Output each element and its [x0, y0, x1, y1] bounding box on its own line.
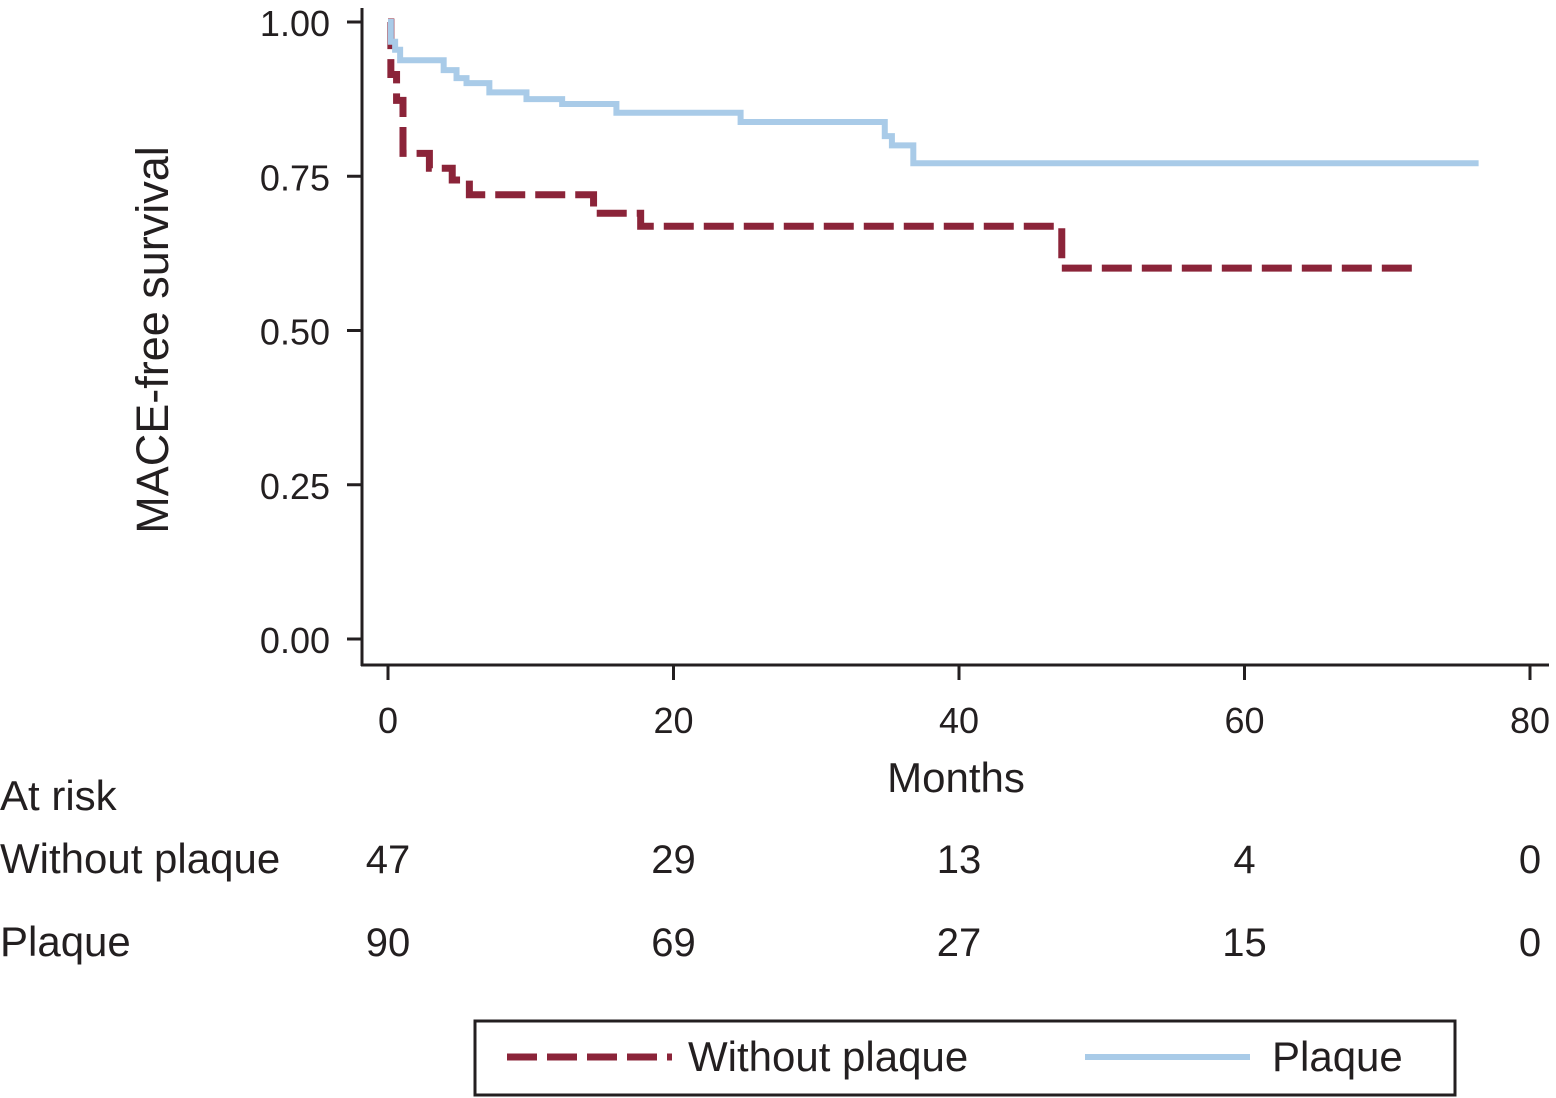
y-tick-label: 1.00: [260, 3, 330, 44]
at-risk-value: 29: [651, 838, 696, 882]
legend: Without plaque Plaque: [473, 1019, 1457, 1097]
at-risk-value: 15: [1222, 921, 1267, 965]
at-risk-value: 47: [366, 838, 411, 882]
y-tick-label: 0.00: [260, 620, 330, 661]
series-line-without-plaque: [387, 18, 1415, 272]
legend-label-plaque: Plaque: [1272, 1033, 1403, 1080]
y-tick-label: 0.75: [260, 157, 330, 198]
at-risk-value: 90: [366, 921, 411, 965]
x-tick-label: 0: [378, 700, 398, 741]
y-tick-label: 0.50: [260, 312, 330, 353]
y-tick-label: 0.25: [260, 466, 330, 507]
at-risk-value: 13: [937, 838, 982, 882]
at-risk-value: 4: [1233, 838, 1255, 882]
y-axis-label: MACE-free survival: [127, 146, 178, 534]
at-risk-row-label: Without plaque: [0, 835, 280, 882]
x-tick-label: 40: [939, 700, 979, 741]
x-tick-label: 60: [1224, 700, 1264, 741]
at-risk-value: 27: [937, 921, 982, 965]
at-risk-value: 69: [651, 921, 696, 965]
x-axis-label: Months: [887, 754, 1025, 801]
axes: [360, 8, 1549, 667]
x-tick-label: 20: [653, 700, 693, 741]
at-risk-value: 0: [1519, 838, 1541, 882]
series-line-plaque: [387, 19, 1479, 167]
at-risk-value: 0: [1519, 921, 1541, 965]
legend-label-without-plaque: Without plaque: [688, 1033, 968, 1080]
at-risk-title: At risk: [0, 772, 118, 819]
at-risk-row-label: Plaque: [0, 918, 131, 965]
x-tick-label: 80: [1510, 700, 1550, 741]
